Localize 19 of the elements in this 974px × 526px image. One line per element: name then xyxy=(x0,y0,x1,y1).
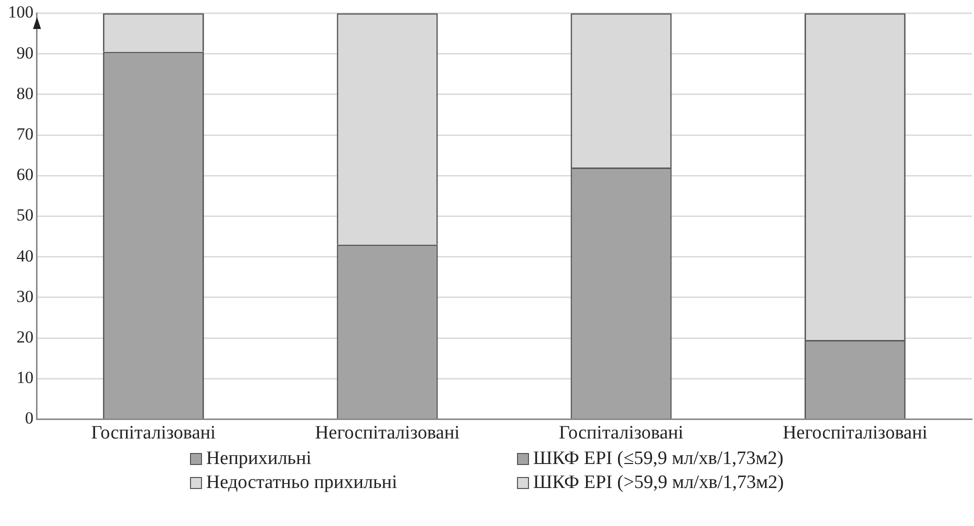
x-tick-label: Госпіталізовані xyxy=(91,422,216,444)
legend-label: ШКФ EPI (>59,9 мл/хв/1,73м2) xyxy=(533,472,784,494)
y-tick-label: 70 xyxy=(16,124,34,144)
y-tick-label: 100 xyxy=(8,2,34,22)
y-tick-label: 20 xyxy=(16,327,34,346)
y-tick-label: 80 xyxy=(16,84,34,103)
x-tick-label: Госпіталізовані xyxy=(558,422,684,444)
y-tick-label: 40 xyxy=(16,246,34,266)
y-tick-label: 0 xyxy=(25,408,34,428)
x-tick-label: Негоспіталізовані xyxy=(782,422,928,444)
y-tick-label: 10 xyxy=(16,368,34,388)
legend-label: Неприхильні xyxy=(206,448,312,470)
legend-label: Недостатньо прихильні xyxy=(206,472,398,494)
x-tick-label: Негоспіталізовані xyxy=(314,422,460,444)
y-tick-label: 60 xyxy=(16,165,34,184)
legend-label: ШКФ EPI (≤59,9 мл/хв/1,73м2) xyxy=(533,448,784,470)
y-tick-label: 50 xyxy=(16,206,34,225)
y-tick-label: 30 xyxy=(16,286,34,306)
y-tick-label: 90 xyxy=(16,43,34,62)
